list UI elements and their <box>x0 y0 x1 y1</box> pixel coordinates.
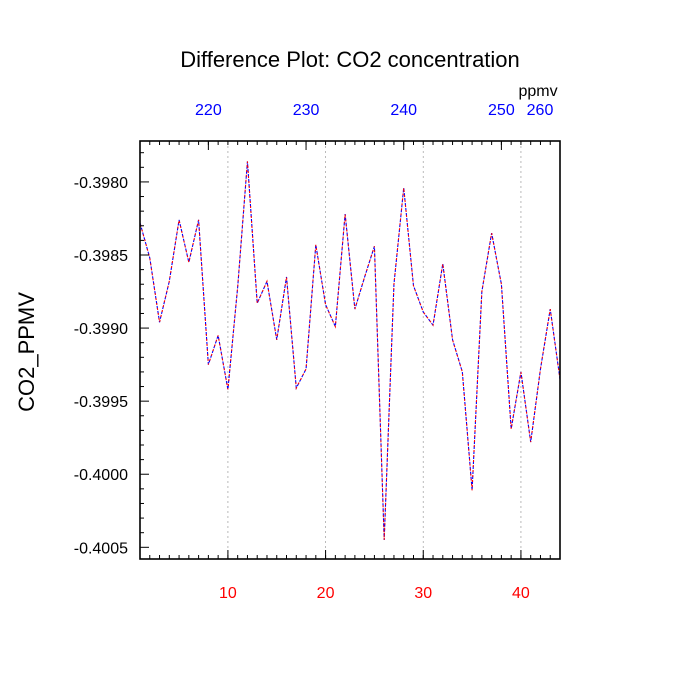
top-tick-label: 240 <box>390 102 417 119</box>
top-tick-label: 250 <box>488 102 515 119</box>
y-tick-label: -0.4000 <box>74 467 128 484</box>
grid-lines <box>227 141 522 559</box>
x-tick-label: 20 <box>317 585 335 602</box>
top-tick-label: 230 <box>293 102 320 119</box>
x-tick-label: 10 <box>219 585 237 602</box>
y-axis-label: CO2_PPMV <box>14 292 39 412</box>
chart-title: Difference Plot: CO2 concentration <box>180 47 520 72</box>
plot-frame <box>139 140 561 560</box>
series-group <box>139 161 561 541</box>
tick-labels: 10 20 30 40 220 230 240 250 260 -0.3980 -0.3985 -0.… <box>74 102 554 602</box>
x-tick-label: 30 <box>414 585 432 602</box>
series-line-overlay <box>139 161 561 541</box>
x-tick-label: 40 <box>512 585 530 602</box>
axis-ticks <box>139 141 561 559</box>
top-tick-label: 260 <box>527 102 554 119</box>
top-tick-label: 220 <box>195 102 222 119</box>
series-line <box>139 161 561 541</box>
y-tick-label: -0.4005 <box>74 540 128 557</box>
y-tick-label: -0.3990 <box>74 321 128 338</box>
top-axis-label: ppmv <box>518 83 557 100</box>
y-tick-label: -0.3980 <box>74 175 128 192</box>
y-tick-label: -0.3995 <box>74 394 128 411</box>
y-tick-label: -0.3985 <box>74 248 128 265</box>
